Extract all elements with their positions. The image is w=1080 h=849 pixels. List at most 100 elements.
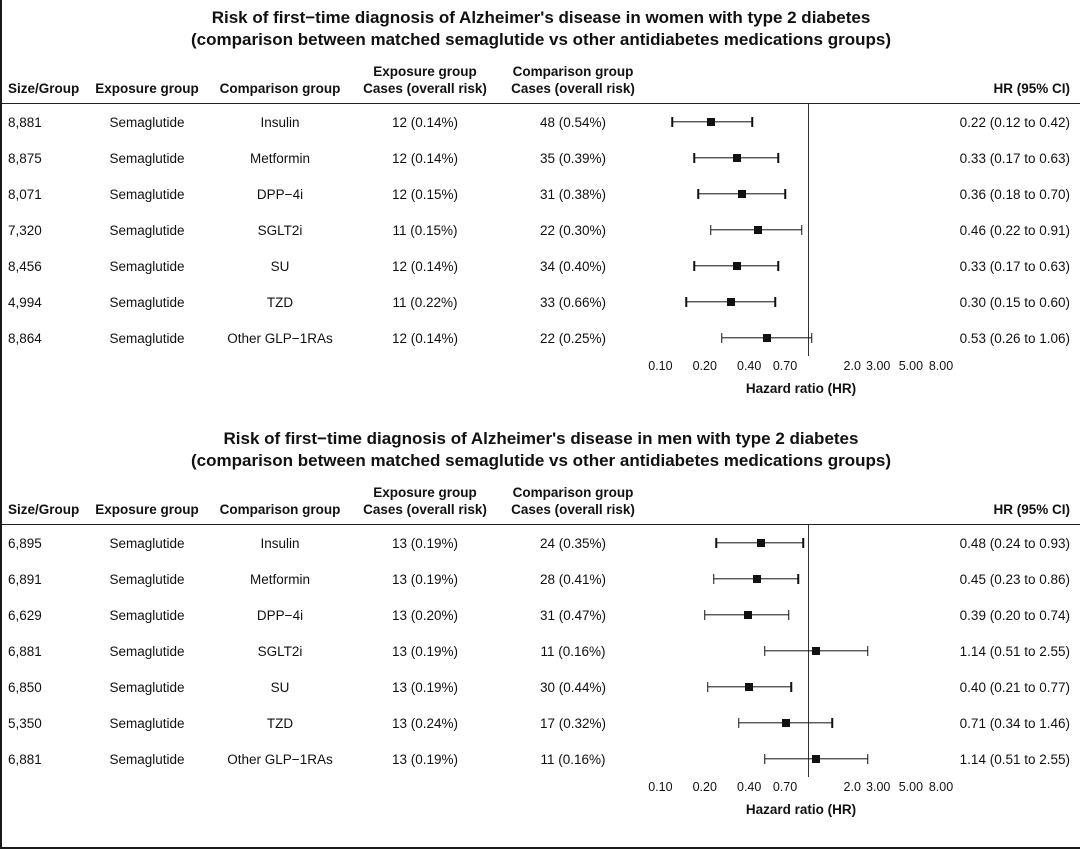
- reference-line: [807, 104, 809, 140]
- table-row: 6,891 Semaglutide Metformin 13 (0.19%) 2…: [2, 561, 1080, 597]
- cell-size: 8,875: [8, 150, 42, 166]
- cell-size: 7,320: [8, 222, 42, 238]
- col-header-comparison-cases-line1: Comparison group: [512, 485, 634, 501]
- table-row: 6,881 Semaglutide SGLT2i 13 (0.19%) 11 (…: [2, 633, 1080, 669]
- cell-comparison-group: Insulin: [260, 114, 300, 130]
- cell-exposure-group: Semaglutide: [109, 330, 185, 346]
- point-estimate-marker-icon: [756, 539, 765, 547]
- point-estimate-marker-icon: [743, 611, 752, 619]
- col-header-exposure-group: Exposure group: [95, 502, 199, 518]
- cell-hr-ci: 0.53 (0.26 to 1.06): [959, 330, 1070, 346]
- point-estimate-marker-icon: [732, 154, 741, 162]
- cell-hr-ci: 1.14 (0.51 to 2.55): [959, 751, 1070, 767]
- cell-exposure-cases: 11 (0.15%): [392, 222, 458, 238]
- cell-exposure-cases: 13 (0.19%): [391, 571, 459, 587]
- cell-size: 8,864: [8, 330, 42, 346]
- panel-subtitle: (comparison between matched semaglutide …: [191, 30, 891, 49]
- col-header-comparison-group: Comparison group: [219, 502, 341, 518]
- ci-cap-right-icon: [810, 333, 813, 343]
- cell-comparison-cases: 33 (0.66%): [539, 294, 607, 310]
- cell-size: 6,881: [8, 643, 42, 659]
- axis-tick-label: 0.10: [648, 780, 673, 794]
- axis-tick-label: 2.0: [843, 780, 861, 794]
- cell-comparison-group: DPP−4i: [256, 186, 304, 202]
- cell-exposure-cases: 12 (0.14%): [391, 150, 459, 166]
- panel-rows: 6,895 Semaglutide Insulin 13 (0.19%) 24 …: [2, 525, 1080, 777]
- cell-exposure-cases: 11 (0.22%): [392, 294, 458, 310]
- ci-cap-right-icon: [777, 261, 779, 271]
- col-header-comparison-cases-line1: Comparison group: [512, 64, 634, 80]
- cell-exposure-group: Semaglutide: [109, 679, 185, 695]
- cell-hr-ci: 0.22 (0.12 to 0.42): [959, 114, 1070, 130]
- forest-plot-cell: [650, 669, 952, 705]
- axis-tick-label: 5.00: [898, 359, 924, 373]
- axis-tick-label: 0.10: [648, 359, 673, 373]
- forest-plot-cell: [650, 212, 952, 248]
- cell-comparison-group: SGLT2i: [257, 222, 303, 238]
- ci-cap-left-icon: [710, 225, 712, 235]
- forest-plot-cell: [650, 633, 952, 669]
- axis-row: 0.10 0.20 0.40 0.70 2.0 3.00 5.00 8.00 Hazard r…: [2, 780, 1080, 826]
- ci-cap-left-icon: [712, 574, 715, 584]
- cell-comparison-group: Other GLP−1RAs: [227, 751, 333, 767]
- cell-exposure-group: Semaglutide: [109, 607, 185, 623]
- table-row: 8,875 Semaglutide Metformin 12 (0.14%) 3…: [2, 140, 1080, 176]
- cell-comparison-cases: 11 (0.16%): [540, 643, 606, 659]
- col-header-exposure-cases: Exposure group Cases (overall risk): [354, 64, 496, 98]
- table-row: 7,320 Semaglutide SGLT2i 11 (0.15%) 22 (…: [2, 212, 1080, 248]
- forest-panel-women: Risk of first−time diagnosis of Alzheime…: [2, 0, 1080, 405]
- cell-hr-ci: 0.48 (0.24 to 0.93): [959, 535, 1070, 551]
- cell-exposure-group: Semaglutide: [109, 222, 185, 238]
- cell-size: 5,350: [8, 715, 42, 731]
- table-row: 8,456 Semaglutide SU 12 (0.14%) 34 (0.40…: [2, 248, 1080, 284]
- cell-exposure-group: Semaglutide: [109, 186, 185, 202]
- col-header-comparison-cases-line2: Cases (overall risk): [511, 502, 635, 518]
- column-header-row: Size/Group Exposure group Comparison gro…: [2, 60, 1080, 104]
- cell-exposure-group: Semaglutide: [109, 150, 185, 166]
- cell-exposure-cases: 13 (0.19%): [391, 751, 459, 767]
- cell-exposure-cases: 13 (0.20%): [391, 607, 459, 623]
- col-header-exposure-cases-line2: Cases (overall risk): [363, 81, 487, 97]
- point-estimate-marker-icon: [812, 647, 821, 655]
- forest-plot-cell: [650, 525, 952, 561]
- ci-cap-left-icon: [685, 297, 688, 307]
- ci-cap-right-icon: [802, 538, 804, 548]
- forest-plot-cell: [650, 561, 952, 597]
- cell-exposure-group: Semaglutide: [109, 258, 185, 274]
- cell-comparison-cases: 24 (0.35%): [539, 535, 607, 551]
- axis-tick-label: 0.40: [737, 780, 762, 794]
- forest-plot-cell: [650, 104, 952, 140]
- cell-comparison-group: Insulin: [260, 535, 300, 551]
- point-estimate-marker-icon: [812, 755, 821, 763]
- cell-exposure-cases: 13 (0.19%): [391, 535, 459, 551]
- cell-size: 6,629: [8, 607, 42, 623]
- cell-size: 8,881: [8, 114, 42, 130]
- panel-title: Risk of first−time diagnosis of Alzheime…: [223, 429, 859, 448]
- cell-comparison-cases: 48 (0.54%): [539, 114, 607, 130]
- ci-cap-left-icon: [693, 153, 696, 163]
- cell-size: 6,891: [8, 571, 42, 587]
- cell-comparison-cases: 34 (0.40%): [539, 258, 607, 274]
- ci-cap-right-icon: [787, 610, 790, 620]
- cell-exposure-cases: 12 (0.14%): [391, 330, 459, 346]
- forest-plot-cell: [650, 741, 952, 777]
- axis-tick-label: 0.70: [772, 359, 798, 373]
- col-header-hr-ci: HR (95% CI): [993, 502, 1070, 518]
- forest-plot-cell: [650, 284, 952, 320]
- col-header-exposure-cases-line1: Exposure group: [373, 64, 477, 80]
- ci-cap-left-icon: [704, 610, 706, 620]
- ci-cap-left-icon: [693, 261, 696, 271]
- cell-size: 6,895: [8, 535, 42, 551]
- cell-exposure-cases: 13 (0.19%): [391, 679, 459, 695]
- axis-tick-label: 2.0: [843, 359, 861, 373]
- hazard-ratio-axis: 0.10 0.20 0.40 0.70 2.0 3.00 5.00 8.00 Hazard r…: [648, 780, 953, 826]
- cell-hr-ci: 0.46 (0.22 to 0.91): [959, 222, 1070, 238]
- cell-hr-ci: 0.40 (0.21 to 0.77): [959, 679, 1070, 695]
- forest-plot-cell: [650, 176, 952, 212]
- panel-subtitle: (comparison between matched semaglutide …: [191, 451, 891, 470]
- axis-tick-label: 3.00: [866, 359, 891, 373]
- forest-plot-cell: [650, 248, 952, 284]
- cell-exposure-cases: 13 (0.19%): [391, 643, 459, 659]
- point-estimate-marker-icon: [752, 575, 761, 583]
- ci-cap-left-icon: [763, 754, 766, 764]
